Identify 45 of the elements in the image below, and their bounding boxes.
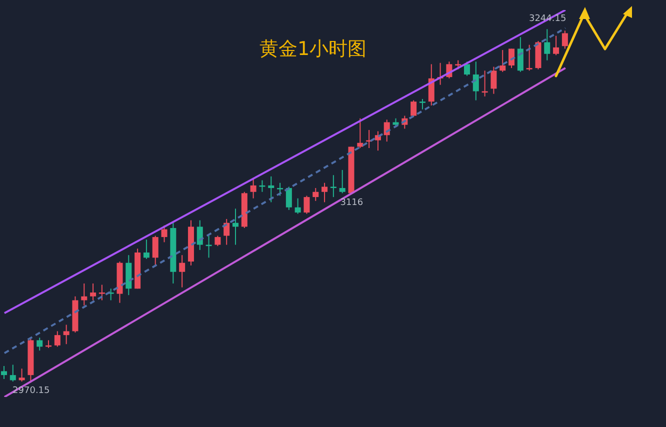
candlestick bbox=[410, 100, 417, 118]
candlestick bbox=[339, 169, 346, 194]
candlestick bbox=[268, 176, 274, 203]
candlestick bbox=[322, 182, 328, 203]
candlestick bbox=[98, 284, 105, 301]
candlestick bbox=[508, 48, 515, 69]
candlestick bbox=[81, 282, 88, 306]
candlestick bbox=[517, 36, 524, 72]
candlestick bbox=[330, 174, 336, 198]
candlestick bbox=[277, 182, 284, 196]
candlestick bbox=[214, 235, 221, 247]
candlestick bbox=[553, 35, 560, 56]
candlestick bbox=[232, 208, 238, 246]
candlestick bbox=[63, 324, 70, 345]
candlestick bbox=[490, 66, 497, 94]
candlestick bbox=[286, 186, 292, 210]
candlestick bbox=[562, 30, 568, 50]
candlestick bbox=[90, 282, 96, 301]
candlestick bbox=[544, 28, 550, 61]
candlestick bbox=[464, 61, 470, 76]
candlestick bbox=[526, 44, 532, 72]
candlestick bbox=[10, 364, 16, 382]
candlestick bbox=[18, 368, 25, 382]
candlestick bbox=[392, 118, 399, 128]
annotation: 2970.15 bbox=[12, 386, 50, 396]
candlestick bbox=[374, 130, 381, 152]
candlestick bbox=[143, 239, 150, 260]
candlestick bbox=[472, 61, 479, 101]
candlestick bbox=[36, 337, 43, 352]
candlestick bbox=[152, 235, 158, 266]
candlestick bbox=[500, 49, 506, 72]
annotation: 3116 bbox=[340, 198, 364, 208]
candlestick bbox=[312, 188, 319, 202]
candlestick bbox=[224, 218, 230, 246]
candlestick bbox=[455, 60, 462, 70]
candlestick bbox=[179, 254, 186, 288]
candlestick bbox=[161, 224, 168, 243]
candlestick bbox=[1, 366, 7, 380]
candlestick bbox=[304, 195, 310, 214]
text: 黄金1小时图 bbox=[258, 37, 368, 62]
candlestick bbox=[196, 220, 203, 250]
candlestick bbox=[419, 98, 426, 110]
candlestick bbox=[294, 198, 301, 214]
candlestick bbox=[54, 330, 60, 348]
candlestick bbox=[250, 177, 256, 199]
